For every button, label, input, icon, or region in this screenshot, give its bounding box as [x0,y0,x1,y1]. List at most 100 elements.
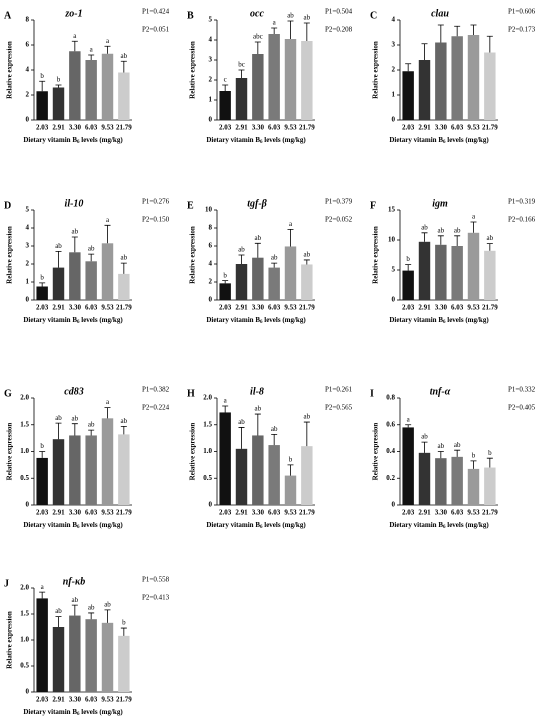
x-tick-label: 9.53 [101,696,114,704]
error-bar [39,591,46,599]
error-bar [104,224,111,244]
y-tick-label: 0 [26,116,30,124]
x-tick-label: 21.79 [116,696,132,704]
significance-letter: b [472,451,476,459]
significance-letter: b [57,76,61,84]
x-tick-label: 9.53 [467,304,480,312]
x-label-part: levels (mg/kg) [80,521,124,529]
y-axis-label: Relative expression [372,41,380,99]
x-tick-label: 9.53 [101,124,114,132]
panel-title: nf-κb [63,576,86,587]
y-tick-label: 3 [26,242,30,250]
x-label-part: Dietary vitamin B [206,316,260,324]
significance-letter: ab [304,14,311,22]
bar [219,412,231,505]
y-tick-label: 0 [392,501,396,509]
y-tick-label: 1 [26,278,30,286]
significance-letter: ab [454,441,461,449]
x-label-part: levels (mg/kg) [263,316,307,324]
x-tick-label: 2.03 [402,304,415,312]
bar [418,241,431,300]
error-bar [271,433,278,446]
panel-title: tgf-β [247,198,267,209]
x-axis-label: Dietary vitamin B6 levels (mg/kg) [389,521,489,531]
bar [52,627,65,692]
x-tick-label: 9.53 [284,304,297,312]
error-bar [104,45,111,54]
y-tick-label: 0 [209,501,213,509]
significance-letter: ab [238,246,245,254]
significance-letter: ab [421,433,428,441]
x-tick-label: 6.03 [85,696,98,704]
x-tick-label: 6.03 [268,509,281,517]
p1-value: P1=0.319 [508,198,536,206]
y-tick-label: 2 [209,278,213,286]
significance-letter: a [106,37,110,45]
x-label-part: Dietary vitamin B [389,316,443,324]
x-label-part: Dietary vitamin B [206,521,260,529]
error-bar [120,262,127,274]
error-bar [421,441,428,453]
bar [301,41,313,120]
x-tick-label: 6.03 [85,304,98,312]
x-label-part: levels (mg/kg) [263,136,307,144]
bar [85,261,97,300]
x-label-part: Dietary vitamin B [23,521,77,529]
error-bar [287,464,294,476]
error-bar [271,262,278,268]
x-tick-label: 2.91 [52,509,65,517]
significance-letter: a [407,415,411,423]
error-bar [254,242,261,258]
y-axis-label: Relative expression [189,226,197,284]
x-label-part: levels (mg/kg) [446,136,490,144]
x-label-subscript: 6 [443,140,446,145]
significance-letter: a [273,19,277,27]
error-bar [454,449,461,457]
x-tick-label: 9.53 [467,124,480,132]
panel-letter: B [187,10,194,21]
error-bar [303,259,310,265]
error-bar [222,405,229,413]
bar [268,267,280,300]
y-tick-label: 6 [209,242,213,250]
x-tick-label: 2.03 [36,509,49,517]
y-tick-label: 0 [209,296,213,304]
bar [85,435,97,505]
x-tick-label: 2.03 [402,124,415,132]
bar [101,53,114,120]
panel-letter: C [370,10,377,21]
error-bar [71,236,78,253]
y-tick-label: 0 [209,116,213,124]
p1-value: P1=0.379 [325,198,353,206]
y-tick-label: 4 [26,224,30,232]
x-tick-label: 3.30 [252,124,265,132]
x-tick-label: 9.53 [101,509,114,517]
y-tick-label: 2.0 [203,394,212,402]
x-tick-label: 2.91 [235,124,248,132]
y-tick-label: 0 [26,501,30,509]
x-tick-label: 6.03 [451,509,464,517]
x-tick-label: 2.91 [235,304,248,312]
error-bar [88,54,95,60]
y-tick-label: 0.5 [20,474,29,482]
y-tick-label: 5 [26,206,30,214]
significance-letter: a [289,220,293,228]
error-bar [104,609,111,623]
y-tick-label: 0 [392,116,396,124]
error-bar [120,425,127,435]
error-bar [486,457,493,468]
bar [69,51,81,120]
p2-value: P2=0.208 [325,26,353,34]
p2-value: P2=0.150 [142,216,170,224]
error-bar [405,264,412,271]
bar [435,458,447,505]
error-bar [39,282,46,287]
y-tick-label: 0.8 [386,394,395,402]
p2-value: P2=0.565 [325,404,353,412]
bar [36,598,48,692]
x-axis-label: Dietary vitamin B6 levels (mg/kg) [206,136,306,146]
panel-letter: H [187,388,195,399]
